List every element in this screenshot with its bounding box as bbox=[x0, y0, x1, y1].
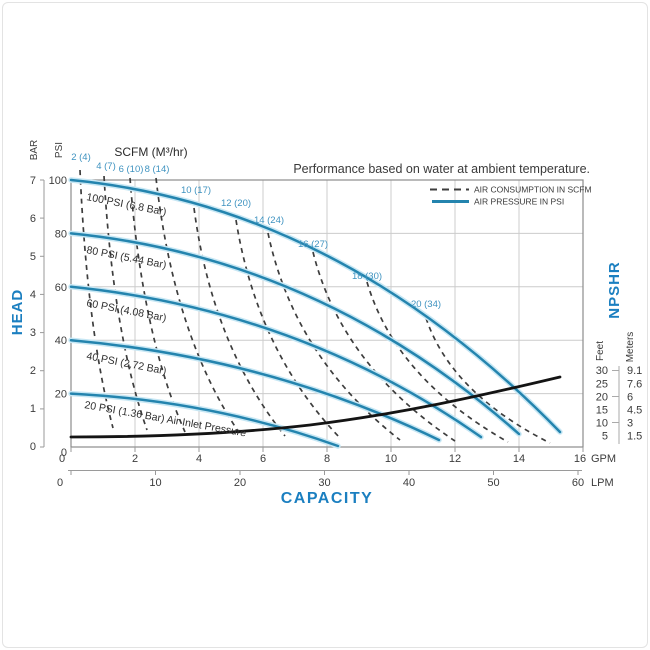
lpm-tick-label: 30 bbox=[318, 477, 330, 489]
lpm-tick-label: 0 bbox=[57, 477, 63, 489]
bar-tick-label: 6 bbox=[30, 213, 36, 225]
gpm-tick-label: 16 bbox=[574, 453, 586, 465]
npshr-scale-bracket bbox=[612, 366, 620, 444]
meters-tick-label: 4.5 bbox=[627, 405, 642, 417]
meters-tick-label: 3 bbox=[627, 418, 633, 430]
legend-label-air-pressure: AIR PRESSURE IN PSI bbox=[474, 197, 564, 207]
scfm-label-18: 18 (30) bbox=[352, 271, 382, 282]
gpm-tick-label: 2 bbox=[132, 453, 138, 465]
lpm-tick-label: 40 bbox=[403, 477, 415, 489]
scfm-label-10: 10 (17) bbox=[181, 185, 211, 196]
scfm-label-14: 14 (24) bbox=[254, 215, 284, 226]
scfm-label-16: 16 (27) bbox=[298, 239, 328, 250]
capacity-axis-title: CAPACITY bbox=[281, 490, 374, 507]
legend-label-air-consumption: AIR CONSUMPTION IN SCFM bbox=[474, 185, 592, 195]
bar-tick-label: 7 bbox=[30, 175, 36, 187]
curve-100psi bbox=[69, 178, 562, 434]
meters-tick-label: 7.6 bbox=[627, 379, 642, 391]
scfm-curve-labels: 10 (17) 12 (20) 14 (24) 16 (27) 18 (30) … bbox=[181, 185, 441, 310]
psi-tick-label: 60 bbox=[55, 282, 67, 294]
gpm-unit-label: GPM bbox=[591, 453, 616, 465]
curve-20psi bbox=[69, 392, 340, 448]
scfm-top-labels: 2 (4) 4 (7) 6 (10) 8 (14) bbox=[71, 152, 169, 175]
psi-tick-label: 40 bbox=[55, 335, 67, 347]
feet-axis-label: Feet bbox=[595, 341, 606, 361]
air-consumption-curves bbox=[79, 169, 551, 444]
meters-tick-label: 9.1 bbox=[627, 365, 642, 377]
bar-tick-label: 0 bbox=[30, 441, 36, 453]
scfm-curve-10 bbox=[193, 207, 286, 437]
scfm-curve-16 bbox=[312, 251, 456, 442]
psi-tick-label: 20 bbox=[55, 389, 67, 401]
curve-40psi bbox=[69, 338, 441, 442]
scfm-header: SCFM (M³/hr) bbox=[114, 145, 187, 159]
scfm-curve-2 bbox=[79, 169, 114, 429]
lpm-unit-label: LPM bbox=[591, 477, 614, 489]
scfm-curve-6 bbox=[129, 177, 186, 433]
head-axis-title: HEAD bbox=[9, 289, 26, 336]
bar-axis-label: BAR bbox=[29, 140, 40, 161]
gpm-tick-label: 4 bbox=[196, 453, 202, 465]
curve-label-40psi: 40 PSI (2.72 Bar) bbox=[85, 350, 167, 377]
scfm-label-4: 4 (7) bbox=[96, 161, 116, 172]
scfm-label-8: 8 (14) bbox=[145, 164, 170, 175]
psi-tick-label: 0 bbox=[61, 447, 67, 459]
meters-tick-label: 1.5 bbox=[627, 431, 642, 443]
psi-axis-label: PSI bbox=[54, 142, 65, 158]
performance-note: Performance based on water at ambient te… bbox=[293, 162, 590, 176]
npshr-scale: 30 25 20 15 10 5 9.1 7.6 6 4.5 3 1.5 bbox=[596, 365, 642, 444]
gpm-tick-label: 8 bbox=[324, 453, 330, 465]
feet-tick-label: 30 bbox=[596, 365, 608, 377]
bar-tick-label: 1 bbox=[30, 403, 36, 415]
scfm-label-20: 20 (34) bbox=[411, 299, 441, 310]
psi-tick-label: 100 bbox=[49, 175, 67, 187]
scfm-label-6: 6 (10) bbox=[119, 164, 144, 175]
meters-axis-label: Meters bbox=[625, 332, 636, 363]
legend: AIR CONSUMPTION IN SCFM AIR PRESSURE IN … bbox=[430, 185, 592, 207]
lpm-tick-label: 50 bbox=[487, 477, 499, 489]
curve-80psi bbox=[69, 232, 521, 436]
scfm-label-2: 2 (4) bbox=[71, 152, 91, 163]
scfm-curve-14 bbox=[267, 232, 401, 441]
gpm-tick-label: 10 bbox=[385, 453, 397, 465]
psi-axis: 100 80 60 40 20 0 bbox=[49, 175, 67, 459]
lpm-tick-label: 10 bbox=[149, 477, 161, 489]
gridlines bbox=[71, 180, 583, 447]
npshr-curve bbox=[69, 375, 562, 439]
feet-tick-label: 10 bbox=[596, 418, 608, 430]
feet-tick-label: 25 bbox=[596, 379, 608, 391]
feet-tick-label: 5 bbox=[602, 431, 608, 443]
psi-tick-label: 80 bbox=[55, 228, 67, 240]
npshr-axis-title: NPSHR bbox=[606, 261, 623, 319]
feet-tick-label: 15 bbox=[596, 405, 608, 417]
scfm-curve-12 bbox=[235, 219, 341, 439]
scfm-curve-20 bbox=[425, 317, 551, 444]
feet-tick-label: 20 bbox=[596, 392, 608, 404]
gpm-tick-label: 0 bbox=[59, 453, 65, 465]
bar-tick-label: 2 bbox=[30, 365, 36, 377]
scfm-curve-4 bbox=[103, 175, 148, 431]
scfm-curve-8 bbox=[155, 177, 241, 435]
lpm-axis: 0 10 20 30 40 50 60 LPM bbox=[57, 470, 614, 489]
scfm-label-12: 12 (20) bbox=[221, 198, 251, 209]
bar-tick-label: 5 bbox=[30, 251, 36, 263]
gpm-tick-label: 6 bbox=[260, 453, 266, 465]
gpm-tick-label: 12 bbox=[449, 453, 461, 465]
meters-tick-label: 6 bbox=[627, 392, 633, 404]
bar-tick-label: 3 bbox=[30, 327, 36, 339]
lpm-tick-label: 20 bbox=[234, 477, 246, 489]
gpm-tick-label: 14 bbox=[513, 453, 525, 465]
bar-tick-label: 4 bbox=[30, 289, 36, 301]
bar-axis: 7 6 5 4 3 2 1 0 bbox=[30, 175, 45, 453]
gpm-axis: 0 2 4 6 8 10 12 14 16 GPM bbox=[59, 447, 616, 465]
lpm-tick-label: 60 bbox=[572, 477, 584, 489]
